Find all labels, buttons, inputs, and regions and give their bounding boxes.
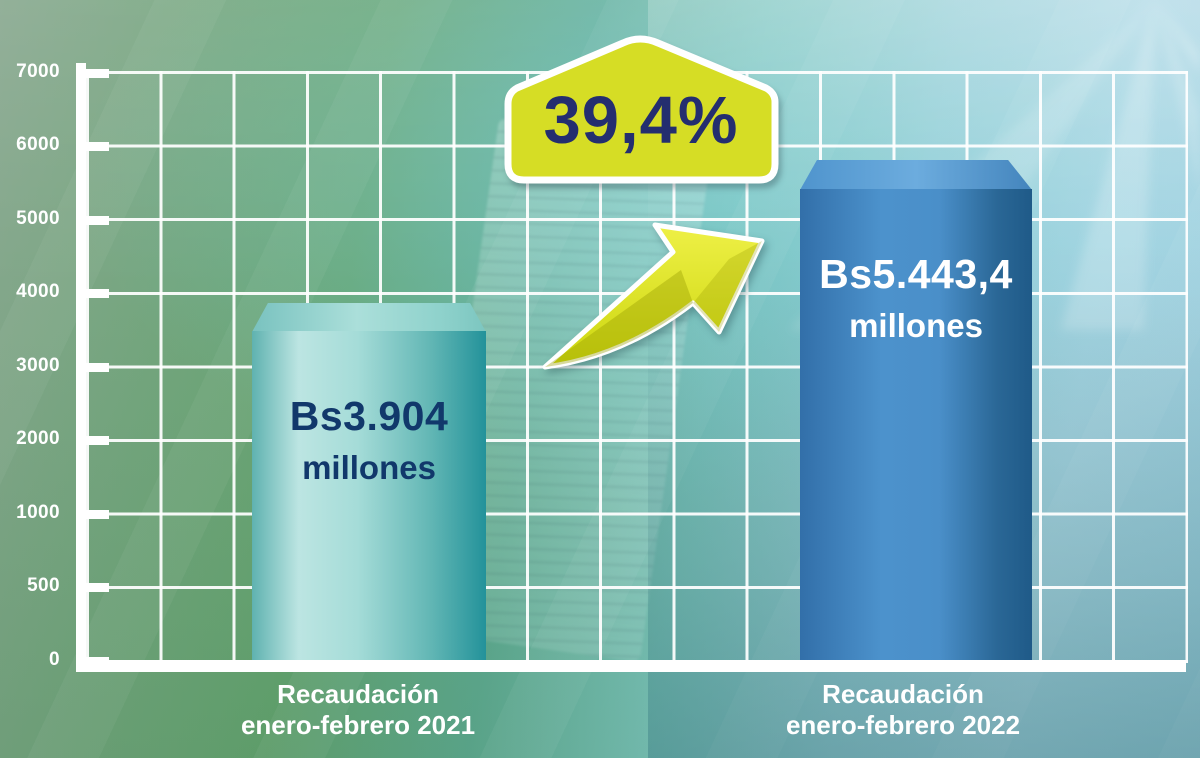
bar-2021: Bs3.904 millones	[252, 331, 486, 661]
growth-badge-shape	[504, 35, 779, 184]
category-2021-line2: enero-febrero 2021	[240, 710, 476, 741]
category-2021-line1: Recaudación	[277, 679, 439, 709]
bar-2022-top-face	[800, 160, 1032, 190]
category-2022-line1: Recaudación	[822, 679, 984, 709]
y-axis-line	[76, 63, 86, 672]
category-label-2022: Recaudación enero-febrero 2022	[773, 679, 1033, 741]
bar-2021-value-label: Bs3.904	[289, 393, 449, 439]
growth-badge: 39,4%	[498, 30, 784, 188]
growth-badge-label: 39,4%	[543, 83, 739, 158]
bar-2022-value-sublabel: millones	[849, 307, 983, 344]
bar-2021-value-sublabel: millones	[302, 449, 436, 486]
growth-arrow-icon	[542, 222, 765, 370]
bar-2021-top-face	[252, 303, 486, 332]
x-axis-line	[76, 660, 1186, 672]
bar-2022-value-label: Bs5.443,4	[819, 251, 1013, 297]
bar-2022: Bs5.443,4 millones	[800, 189, 1032, 661]
category-2022-line2: enero-febrero 2022	[785, 710, 1021, 741]
category-label-2021: Recaudación enero-febrero 2021	[228, 679, 488, 741]
